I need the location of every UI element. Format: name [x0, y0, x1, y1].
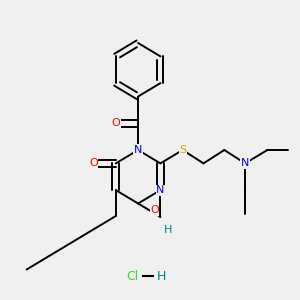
- Text: N: N: [134, 145, 142, 155]
- Text: N: N: [241, 158, 249, 168]
- Text: O: O: [111, 118, 120, 128]
- Text: N: N: [156, 185, 165, 195]
- Text: H: H: [157, 270, 167, 283]
- Text: O: O: [89, 158, 98, 168]
- Text: H: H: [164, 225, 172, 235]
- Text: O: O: [150, 206, 159, 215]
- Text: S: S: [179, 145, 186, 155]
- Text: Cl: Cl: [126, 270, 138, 283]
